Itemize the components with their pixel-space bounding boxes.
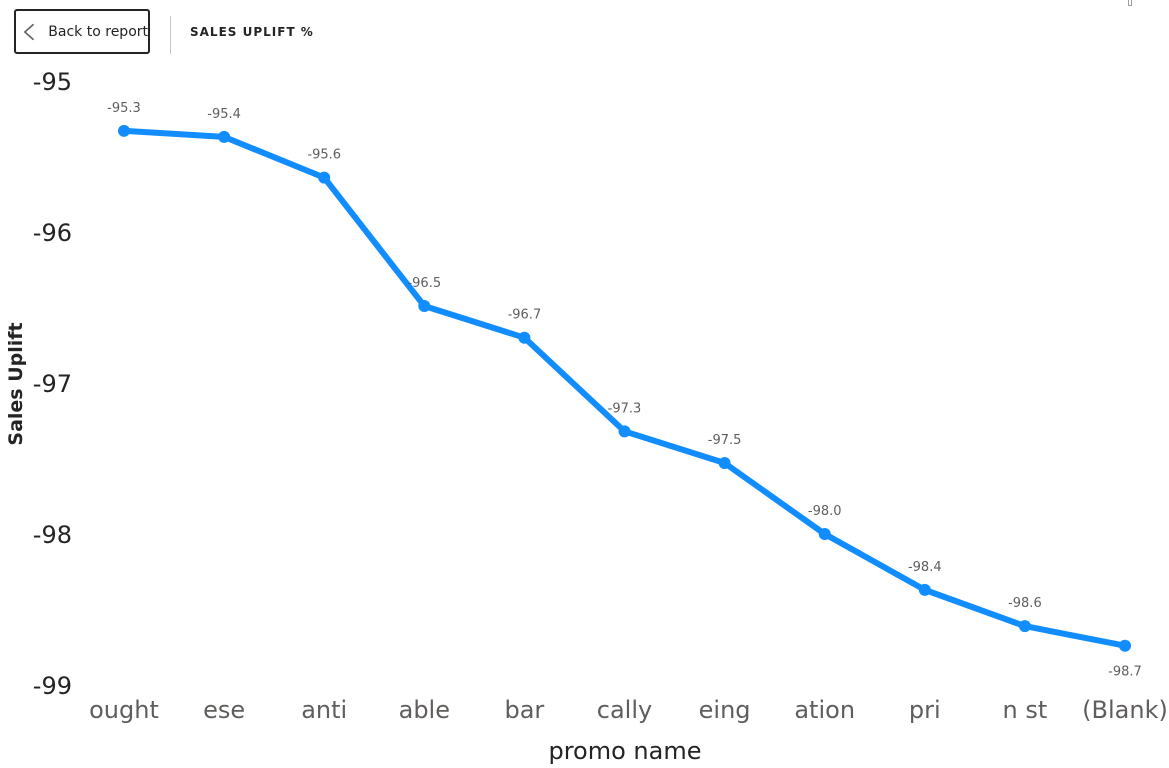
data-label: -95.4 — [207, 107, 241, 122]
x-axis: ought ese anti able bar cally eing ation pri n st… — [89, 696, 1168, 724]
y-axis: -95 -96 -97 -98 -99 — [33, 68, 72, 700]
chevron-left-icon — [23, 23, 35, 40]
data-label: -97.3 — [608, 401, 642, 416]
data-label: -96.7 — [508, 308, 542, 323]
x-tick-label: pri — [909, 696, 941, 724]
back-button-label: Back to report — [48, 23, 148, 40]
data-point[interactable] — [918, 583, 931, 596]
x-tick-label: able — [399, 696, 450, 724]
x-tick-label: n st — [1003, 696, 1048, 724]
series-line — [121, 127, 1128, 649]
data-point[interactable] — [318, 171, 331, 184]
x-tick-label: ation — [794, 696, 855, 724]
data-label: -98.0 — [808, 504, 842, 519]
y-tick-label: -97 — [33, 370, 72, 398]
x-tick-label: anti — [301, 696, 347, 724]
y-tick-label: -96 — [33, 219, 72, 247]
data-point[interactable] — [518, 331, 531, 344]
visual-title: SALES UPLIFT % — [190, 25, 314, 39]
data-label: -98.6 — [1008, 596, 1042, 611]
overflow-indicator — [1128, 0, 1132, 6]
data-label: -95.6 — [307, 148, 341, 163]
data-point[interactable] — [818, 528, 831, 540]
data-label: -97.5 — [708, 433, 742, 448]
x-tick-label: eing — [699, 696, 751, 724]
series-layer — [118, 124, 1131, 652]
data-point[interactable] — [1119, 639, 1131, 652]
data-label: -96.5 — [407, 276, 441, 291]
data-labels: -95.3 -95.4 -95.6 -96.5 -96.7 -97.3 -97.5 -98.0… — [107, 101, 1142, 680]
data-point[interactable] — [718, 457, 731, 470]
x-tick-label: ought — [89, 696, 159, 724]
data-label: -98.4 — [908, 560, 942, 575]
data-label: -95.3 — [107, 101, 141, 116]
y-tick-label: -95 — [33, 68, 72, 96]
x-tick-label: (Blank) — [1082, 696, 1168, 724]
x-tick-label: ese — [203, 696, 245, 724]
data-point[interactable] — [218, 130, 231, 143]
x-tick-label: cally — [597, 696, 652, 724]
data-point[interactable] — [618, 425, 631, 438]
y-axis-title: Sales Uplift — [5, 322, 27, 445]
x-axis-title: promo name — [548, 737, 701, 765]
header-divider — [170, 16, 171, 54]
data-point[interactable] — [118, 124, 130, 137]
y-tick-label: -98 — [33, 521, 72, 549]
data-point[interactable] — [1018, 620, 1031, 633]
y-tick-label: -99 — [33, 672, 72, 700]
data-label: -98.7 — [1108, 665, 1142, 680]
back-to-report-button[interactable]: Back to report — [14, 9, 150, 54]
data-point[interactable] — [418, 299, 431, 312]
x-tick-label: bar — [504, 696, 544, 724]
